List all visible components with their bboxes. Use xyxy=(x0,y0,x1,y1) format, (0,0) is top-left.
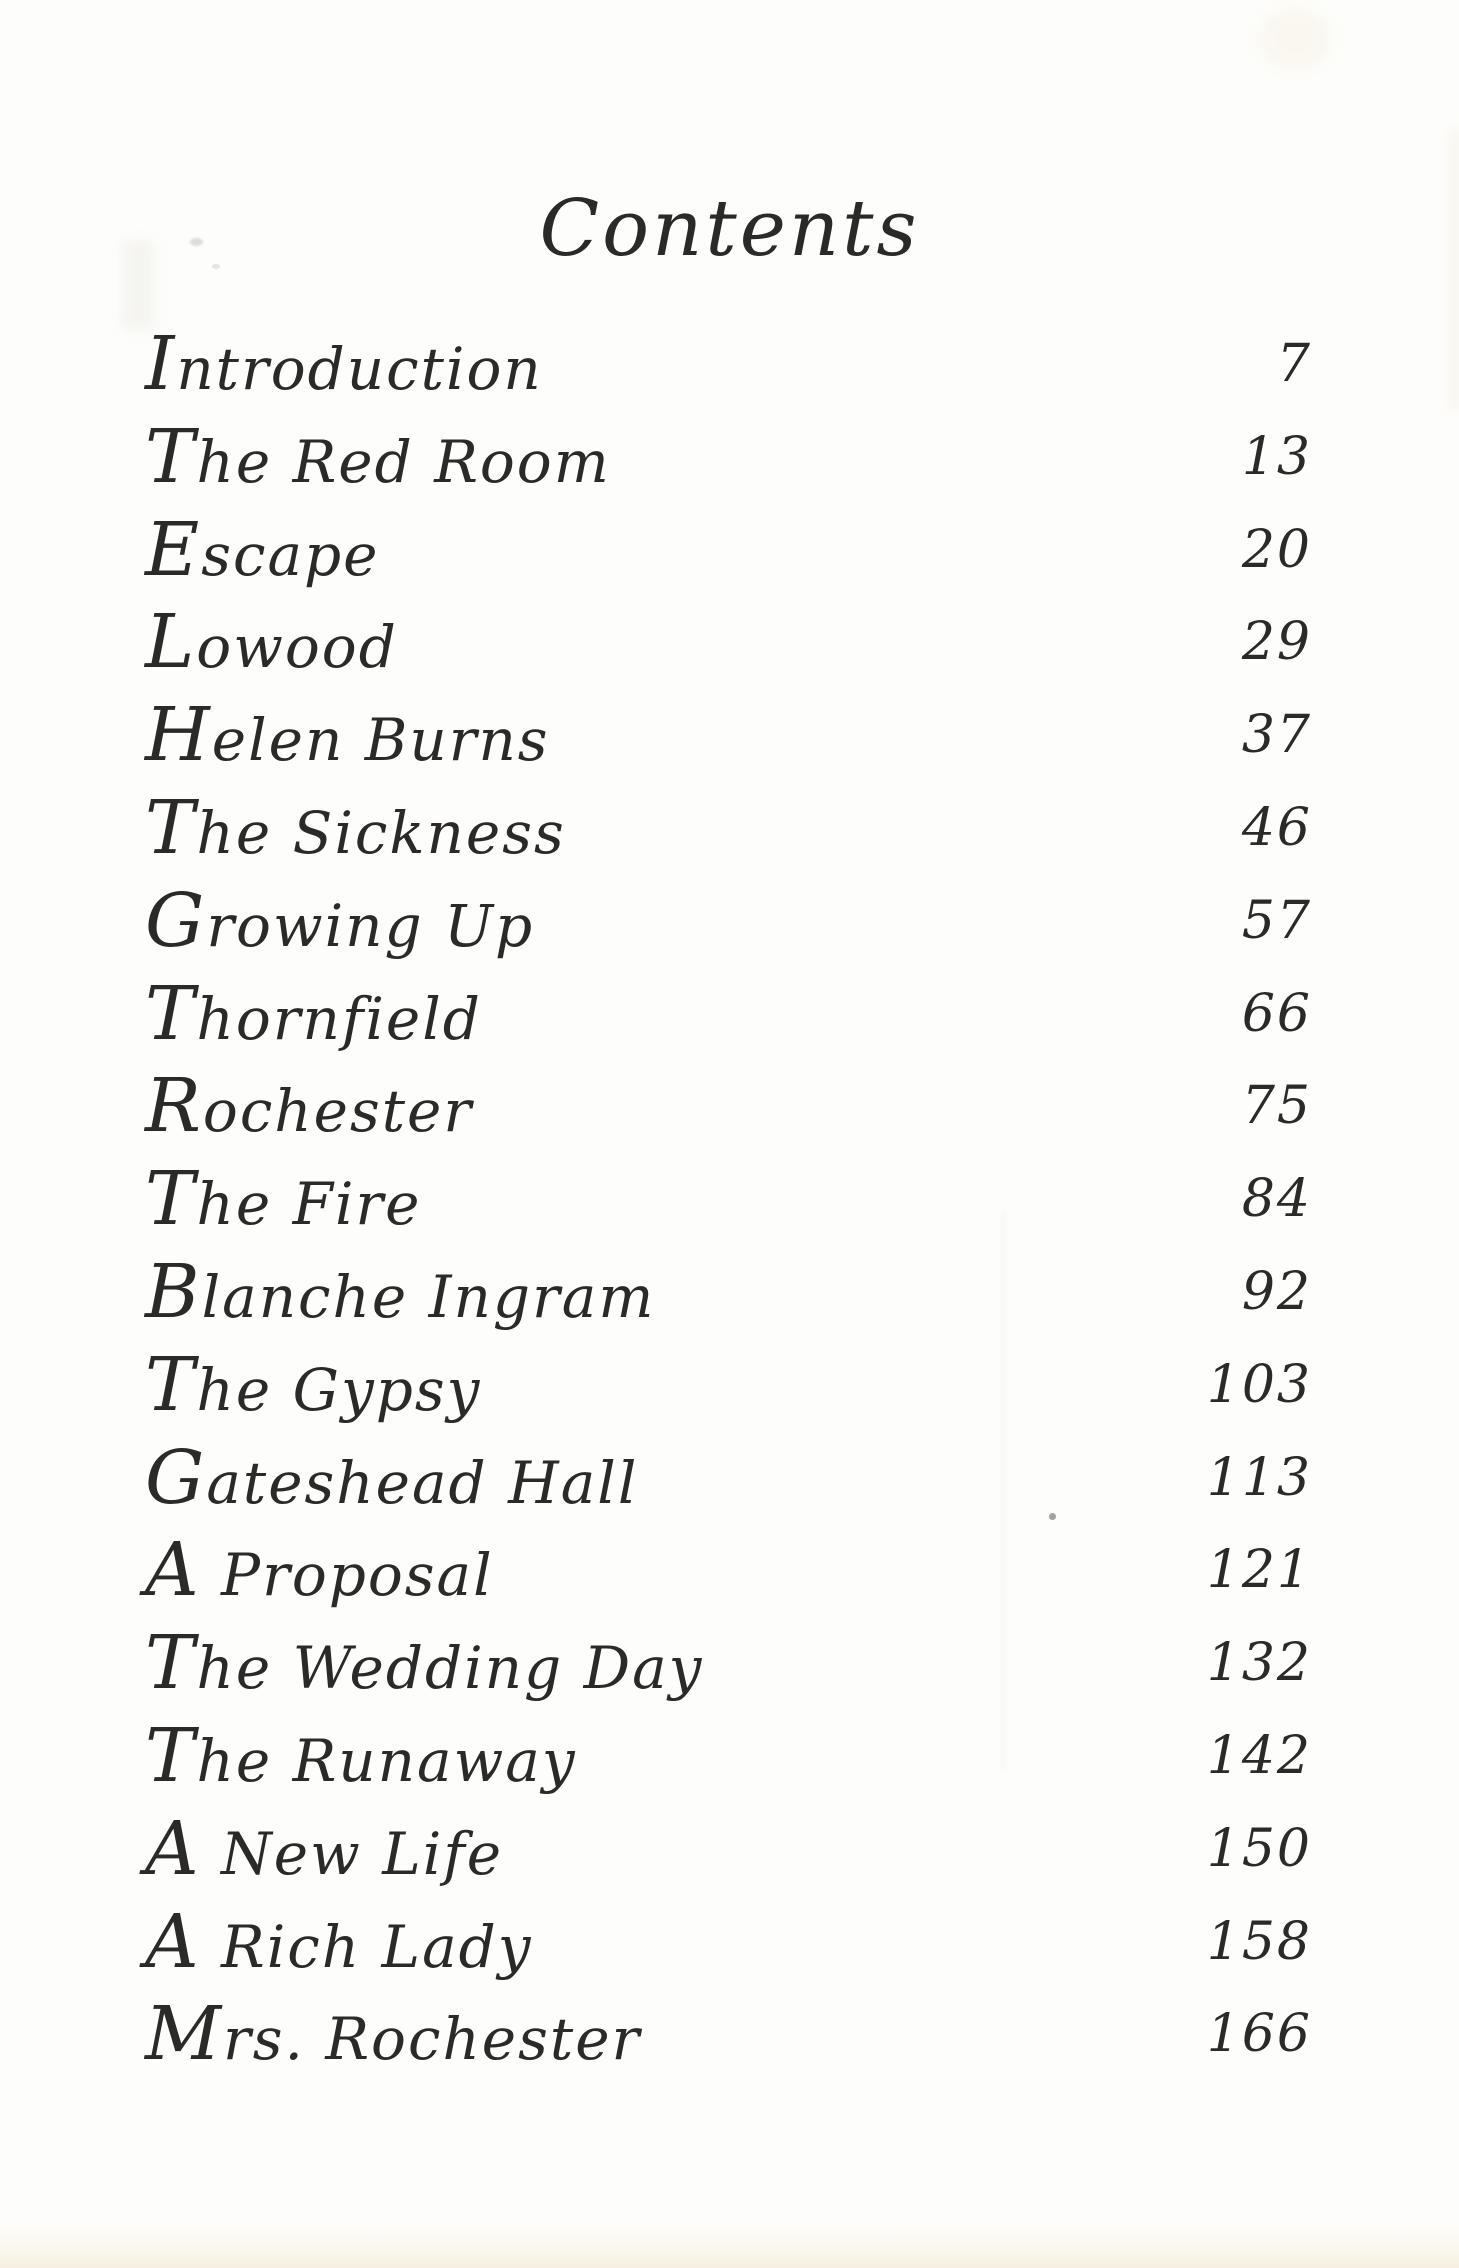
page-number: 103 xyxy=(1206,1354,1312,1415)
page-number: 132 xyxy=(1206,1633,1312,1694)
toc-list: Introduction 7 The Red Room 13 Escape 20… xyxy=(145,318,1312,2081)
toc-row: Gateshead Hall 113 xyxy=(145,1432,1312,1525)
page-number: 142 xyxy=(1206,1725,1312,1786)
page-number: 150 xyxy=(1206,1818,1312,1879)
page-number: 7 xyxy=(1276,334,1312,394)
chapter-title: The Red Room xyxy=(145,412,611,500)
page-number: 46 xyxy=(1241,797,1312,858)
toc-row: The Sickness 46 xyxy=(145,782,1312,875)
page-number: 66 xyxy=(1241,983,1312,1044)
page-number: 158 xyxy=(1206,1911,1312,1972)
scan-smudge xyxy=(1258,8,1332,70)
page-number: 92 xyxy=(1241,1261,1312,1322)
chapter-title: Lowood xyxy=(145,598,398,686)
chapter-title: Escape xyxy=(145,505,380,593)
toc-row: Helen Burns 37 xyxy=(145,689,1312,782)
toc-row: Escape 20 xyxy=(145,504,1312,597)
chapter-title: Mrs. Rochester xyxy=(145,1990,642,2078)
toc-row: A Rich Lady 158 xyxy=(145,1896,1312,1989)
toc-row: Mrs. Rochester 166 xyxy=(145,1988,1312,2081)
page-number: 84 xyxy=(1241,1169,1312,1230)
chapter-title: The Sickness xyxy=(145,783,566,871)
chapter-title: The Runaway xyxy=(145,1711,577,1799)
toc-row: Lowood 29 xyxy=(145,596,1312,689)
toc-row: The Runaway 142 xyxy=(145,1710,1312,1803)
page-number: 13 xyxy=(1241,426,1312,487)
page-number: 20 xyxy=(1241,519,1312,580)
page-number: 37 xyxy=(1241,705,1312,766)
toc-row: The Wedding Day 132 xyxy=(145,1617,1312,1710)
chapter-title: Growing Up xyxy=(145,876,535,964)
chapter-title: The Gypsy xyxy=(145,1340,482,1428)
chapter-title: The Wedding Day xyxy=(145,1619,704,1707)
page-title: Contents xyxy=(0,168,1459,290)
chapter-title: Blanche Ingram xyxy=(145,1247,656,1335)
page-number: 75 xyxy=(1241,1076,1312,1137)
toc-row: Blanche Ingram 92 xyxy=(145,1246,1312,1339)
chapter-title: A Proposal xyxy=(145,1526,494,1614)
page-number: 166 xyxy=(1206,2004,1312,2065)
toc-row: Introduction 7 xyxy=(145,318,1312,411)
chapter-title: The Fire xyxy=(145,1155,422,1243)
chapter-title: Gateshead Hall xyxy=(145,1433,639,1521)
toc-row: The Fire 84 xyxy=(145,1153,1312,1246)
page-number: 121 xyxy=(1206,1540,1312,1601)
chapter-title: Rochester xyxy=(145,1062,474,1150)
toc-row: The Red Room 13 xyxy=(145,411,1312,504)
page-title-text: Contents xyxy=(539,184,920,274)
chapter-title: Helen Burns xyxy=(145,691,550,779)
chapter-title: A Rich Lady xyxy=(145,1897,533,1985)
toc-row: The Gypsy 103 xyxy=(145,1339,1312,1432)
chapter-title: A New Life xyxy=(145,1804,504,1892)
toc-row: Thornfield 66 xyxy=(145,968,1312,1061)
toc-row: A Proposal 121 xyxy=(145,1524,1312,1617)
page-number: 29 xyxy=(1241,612,1312,673)
chapter-title: Introduction xyxy=(145,320,543,407)
toc-row: Rochester 75 xyxy=(145,1060,1312,1153)
toc-row: A New Life 150 xyxy=(145,1803,1312,1896)
page-number: 113 xyxy=(1206,1447,1312,1508)
chapter-title: Thornfield xyxy=(145,969,482,1057)
toc-row: Growing Up 57 xyxy=(145,875,1312,968)
page-number: 57 xyxy=(1241,890,1312,951)
scan-shadow-band xyxy=(0,2224,1459,2268)
